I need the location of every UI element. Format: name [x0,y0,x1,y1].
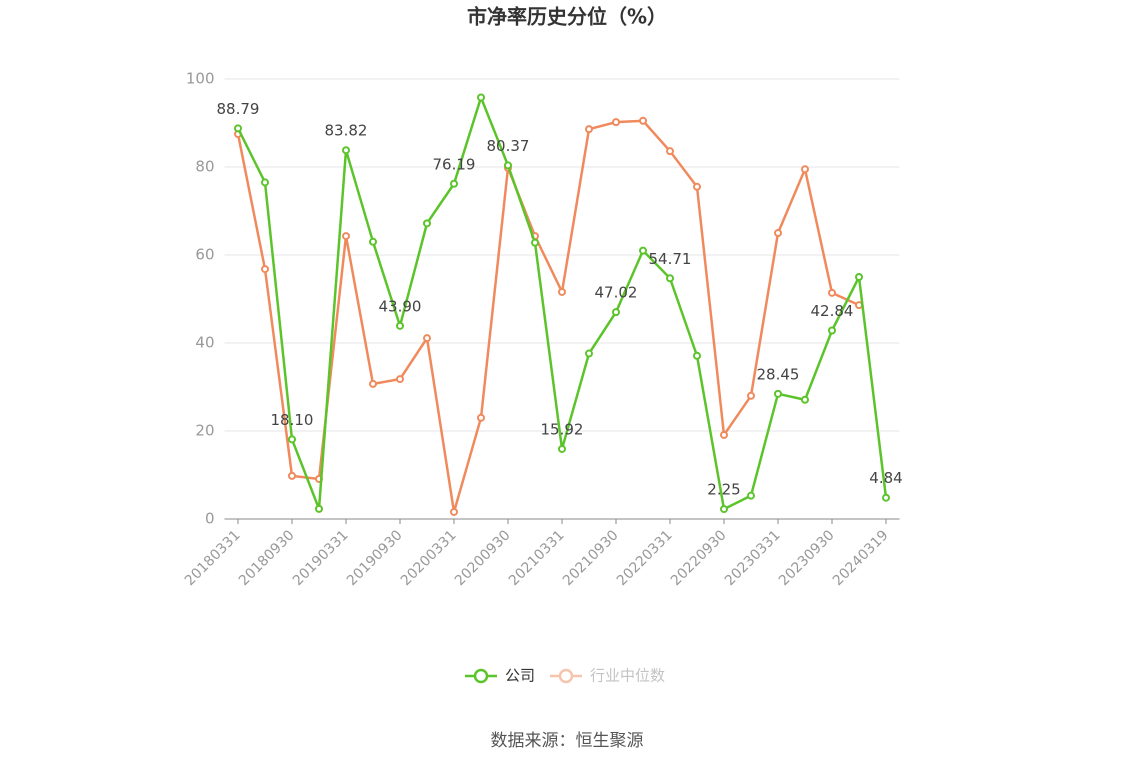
data-point [747,491,755,500]
data-point [693,182,701,191]
data-point [801,395,809,404]
data-point [261,265,269,274]
x-tick-label: 20180930 [236,527,298,589]
x-tick-label: 20220331 [614,527,676,589]
y-tick-label: 60 [195,246,214,264]
data-point [477,93,485,102]
data-point [504,161,512,170]
data-label: 42.84 [811,302,854,320]
data-point [585,125,593,134]
data-point [639,116,647,125]
data-point [855,273,863,281]
data-point [612,118,620,127]
data-label: 28.45 [757,365,800,383]
legend-item[interactable]: 公司 [465,667,535,685]
data-point [558,444,566,453]
x-tick-label: 20220930 [668,527,730,589]
data-label: 76.19 [433,155,476,173]
data-point [450,507,458,516]
data-point [558,287,566,296]
chart-title: 市净率历史分位（%） [467,5,667,29]
x-tick-label: 20190930 [344,527,406,589]
series-line [236,119,860,513]
x-tick-label: 20230331 [722,527,784,589]
data-point [450,179,458,188]
data-point [747,391,755,400]
data-point [342,232,350,241]
data-point [774,389,782,398]
data-label: 43.90 [379,297,422,315]
data-point [666,147,674,156]
data-point [639,246,647,255]
data-point [288,435,296,444]
x-tick-label: 20210930 [560,527,622,589]
x-tick-label: 20230930 [776,527,838,589]
data-point [423,334,431,343]
legend-marker [558,668,574,684]
x-tick-label: 20210331 [506,527,568,589]
legend-label: 行业中位数 [590,667,665,685]
x-tick-label: 20200331 [398,527,460,589]
data-point [396,375,404,384]
data-point [315,504,323,513]
data-point [288,471,296,480]
data-point [423,219,431,228]
source-note: 数据来源：恒生聚源 [491,731,644,751]
data-point [828,288,836,297]
data-point [666,274,674,283]
data-point [882,493,890,502]
data-point [720,505,728,514]
data-label: 15.92 [541,420,584,438]
data-label: 88.79 [217,100,260,118]
data-label: 54.71 [649,250,692,268]
data-point [612,308,620,317]
legend-label: 公司 [505,667,535,685]
data-point [693,351,701,360]
data-label: 2.25 [707,481,740,499]
x-tick-label: 20180331 [182,527,244,589]
data-label: 80.37 [487,137,530,155]
y-tick-label: 20 [195,422,214,440]
data-point [828,326,836,335]
data-point [801,165,809,174]
data-label: 47.02 [595,284,638,302]
data-label: 18.10 [271,411,314,429]
x-tick-label: 20240319 [830,527,892,589]
data-point [531,238,539,247]
y-tick-label: 40 [195,334,214,352]
data-point [477,413,485,422]
x-tick-label: 20200930 [452,527,514,589]
data-point [396,321,404,330]
data-point [261,178,269,187]
y-tick-label: 0 [205,510,215,528]
legend-marker [473,668,489,684]
data-point [585,349,593,358]
data-label: 4.84 [869,469,902,487]
data-label: 83.82 [325,122,368,140]
y-tick-label: 80 [195,158,214,176]
legend-item[interactable]: 行业中位数 [550,667,665,685]
x-tick-label: 20190331 [290,527,352,589]
data-point [369,379,377,388]
data-point [234,124,242,133]
data-point [774,229,782,237]
y-tick-label: 100 [186,70,215,88]
data-point [342,146,350,155]
data-point [369,237,377,246]
data-point [720,430,728,439]
